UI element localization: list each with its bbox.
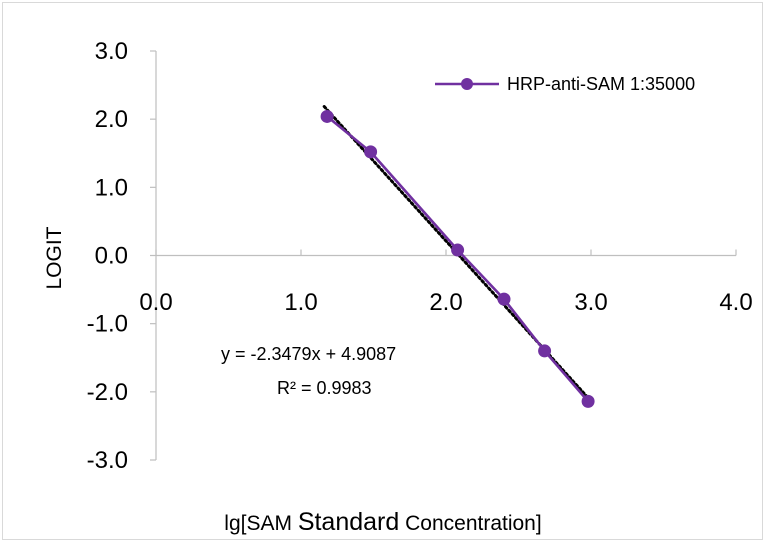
y-tick-label: 3.0 [95, 38, 128, 65]
y-tick-label: -3.0 [87, 447, 128, 474]
trendline-equation: y = -2.3479x + 4.9087 [221, 344, 396, 364]
x-tick-label: 4.0 [719, 289, 752, 316]
legend-marker [461, 78, 473, 90]
axes-layer [150, 50, 737, 461]
trendline-r2: R² = 0.9983 [277, 378, 372, 398]
legend: HRP-anti-SAM 1:35000 [435, 74, 695, 94]
x-tick-label: 0.0 [139, 289, 172, 316]
tick-labels-layer: 3.0 2.0 1.0 0.0 -1.0 -2.0 -3.0 0.0 1.0 2.0 3.0 4.0 [87, 38, 753, 474]
series-layer [320, 109, 595, 408]
x-axis-title-part-3: Concentration] [399, 512, 541, 535]
data-point [581, 394, 595, 408]
x-tick-label: 2.0 [429, 289, 462, 316]
x-axis-title-part-1: lg[SAM [224, 512, 298, 535]
data-point [451, 243, 465, 257]
series-line [326, 115, 590, 403]
y-tick-label: 1.0 [95, 174, 128, 201]
data-point [320, 109, 334, 123]
x-axis-title-part-2: Standard [298, 508, 399, 536]
chart-svg: 3.02.01.00.0-1.0-2.0-3.00.0 1.0 2.0 3.0 4.0 … [43, 38, 753, 536]
y-axis-title: LOGIT [43, 226, 66, 289]
data-point [497, 292, 511, 306]
legend-label: HRP-anti-SAM 1:35000 [507, 74, 695, 94]
y-tick-label: 2.0 [95, 106, 128, 133]
data-point [538, 344, 552, 358]
x-axis-title: lg[SAM Standard Concentration] [224, 508, 541, 536]
x-tick-label: 3.0 [574, 289, 607, 316]
trendline-annotation: y = -2.3479x + 4.9087 R² = 0.9983 [221, 344, 396, 398]
y-tick-label: -2.0 [87, 379, 128, 406]
x-tick-label: 1.0 [284, 289, 317, 316]
y-tick-label: -1.0 [87, 311, 128, 338]
data-point [364, 145, 378, 159]
y-tick-label: 0.0 [95, 243, 128, 270]
